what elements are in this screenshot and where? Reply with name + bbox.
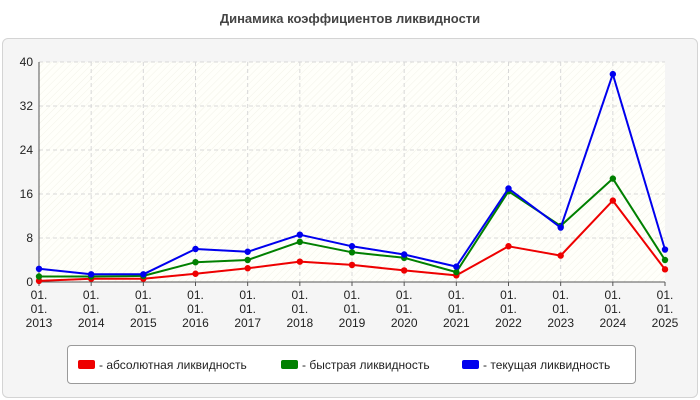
x-tick-label: 01. [500,288,517,302]
x-tick-label: 2025 [652,316,679,330]
x-tick-label: 01. [291,288,308,302]
data-point-0-10 [557,252,564,259]
x-tick-label: 2024 [599,316,626,330]
data-point-0-4 [244,265,251,272]
y-tick-label: 16 [20,187,34,201]
x-tick-label: 01. [239,288,256,302]
data-point-1-0 [35,273,43,280]
x-tick-label: 01. [604,302,621,316]
legend-swatch-quick [281,360,298,369]
x-tick-label: 01. [448,302,465,316]
x-tick-label: 2013 [26,316,53,330]
legend-label-current: - текущая ликвидность [483,357,611,372]
legend-swatch-current [462,360,479,369]
x-tick-label: 01. [135,302,152,316]
x-tick-label: 2022 [495,316,522,330]
data-point-0-11 [609,197,617,204]
x-tick-label: 01. [31,288,48,302]
y-tick-label: 24 [20,143,34,157]
x-tick-label: 01. [83,302,100,316]
x-tick-label: 01. [291,302,308,316]
legend-swatch-absolute [78,360,95,369]
data-point-1-11 [609,175,617,182]
data-point-1-6 [348,249,356,256]
x-tick-label: 01. [657,288,674,302]
data-point-2-11 [609,70,617,78]
legend-label-absolute: - абсолютная ликвидность [99,357,247,372]
x-tick-label: 2018 [286,316,313,330]
legend-label-quick: - быстрая ликвидность [302,357,430,372]
data-point-2-9 [505,185,512,192]
data-point-2-10 [557,224,564,231]
x-tick-label: 01. [239,302,256,316]
x-tick-label: 2015 [130,316,157,330]
data-point-1-3 [192,259,199,266]
x-tick-label: 01. [135,288,152,302]
x-tick-label: 01. [448,288,465,302]
data-point-1-12 [661,256,669,264]
data-point-0-0 [35,277,43,285]
legend-item-absolute: - абсолютная ликвидность [78,346,247,383]
data-point-2-7 [400,251,408,258]
x-tick-label: 2014 [78,316,105,330]
data-point-0-5 [296,258,304,265]
x-tick-label: 2019 [339,316,366,330]
data-point-2-6 [348,243,356,250]
data-point-2-2 [140,271,147,278]
y-tick-label: 8 [26,231,33,245]
x-tick-label: 01. [500,302,517,316]
data-point-0-7 [400,267,408,274]
x-tick-label: 01. [552,288,569,302]
data-point-0-3 [192,270,199,277]
data-point-2-8 [453,263,460,270]
x-tick-label: 01. [344,302,361,316]
data-point-2-1 [87,271,95,278]
legend-item-quick: - быстрая ликвидность [281,346,430,383]
x-tick-label: 01. [187,302,204,316]
data-point-0-12 [661,266,669,273]
x-tick-label: 2016 [182,316,209,330]
x-tick-label: 2020 [391,316,418,330]
y-tick-label: 0 [26,275,33,289]
data-point-2-0 [35,265,43,272]
x-tick-label: 01. [187,288,204,302]
x-tick-label: 01. [604,288,621,302]
data-point-2-4 [244,248,251,255]
x-tick-label: 2023 [547,316,574,330]
x-tick-label: 2021 [443,316,470,330]
x-tick-label: 2017 [234,316,261,330]
x-tick-label: 01. [396,302,413,316]
x-tick-label: 01. [31,302,48,316]
data-point-2-12 [661,246,669,253]
x-tick-label: 01. [83,288,100,302]
x-tick-label: 01. [552,302,569,316]
x-tick-label: 01. [657,302,674,316]
chart-title: Динамика коэффициентов ликвидности [219,11,481,26]
data-point-2-5 [296,231,304,238]
data-point-0-6 [348,261,356,269]
legend: - абсолютная ликвидность - быстрая ликви… [67,345,636,384]
data-point-1-4 [244,256,251,264]
x-tick-label: 01. [344,288,361,302]
data-point-1-5 [296,238,304,246]
data-point-0-9 [505,243,512,250]
y-tick-label: 40 [20,55,34,69]
data-point-2-3 [192,245,199,253]
y-tick-label: 32 [20,99,34,113]
legend-item-current: - текущая ликвидность [462,346,610,383]
data-point-1-8 [453,268,460,276]
x-tick-label: 01. [396,288,413,302]
